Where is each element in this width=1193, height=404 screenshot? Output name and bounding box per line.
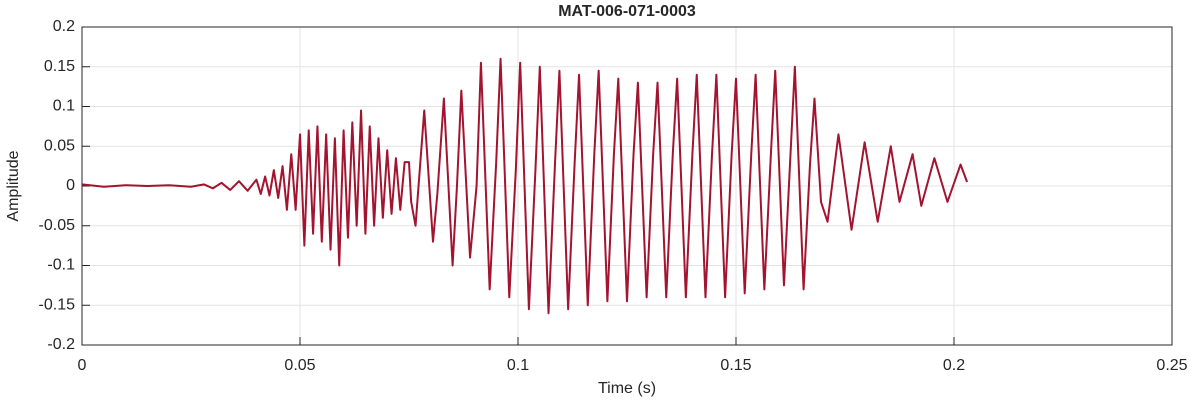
y-tick-label: 0	[66, 177, 75, 194]
x-axis-label: Time (s)	[598, 380, 656, 397]
x-tick-label: 0.25	[1156, 357, 1187, 374]
y-tick-label: -0.2	[47, 336, 75, 353]
x-tick-label: 0.2	[943, 357, 965, 374]
y-axis-label: Amplitude	[5, 150, 22, 221]
y-tick-label: -0.05	[39, 217, 76, 234]
waveform-line	[81, 57, 969, 315]
y-tick-label: -0.15	[39, 296, 76, 313]
y-tick-label: 0.15	[44, 58, 75, 75]
plot-frame	[81, 26, 1173, 346]
y-tick-label: 0.05	[44, 137, 75, 154]
y-tick-label: 0.2	[53, 18, 75, 35]
x-tick-label: 0	[78, 357, 87, 374]
x-tick-label: 0.15	[720, 357, 751, 374]
chart-title: MAT-006-071-0003	[558, 3, 696, 20]
x-tick-label: 0.05	[284, 357, 315, 374]
x-tick-label: 0.1	[507, 357, 529, 374]
y-tick-label: 0.1	[53, 98, 75, 115]
y-tick-label: -0.1	[47, 257, 75, 274]
